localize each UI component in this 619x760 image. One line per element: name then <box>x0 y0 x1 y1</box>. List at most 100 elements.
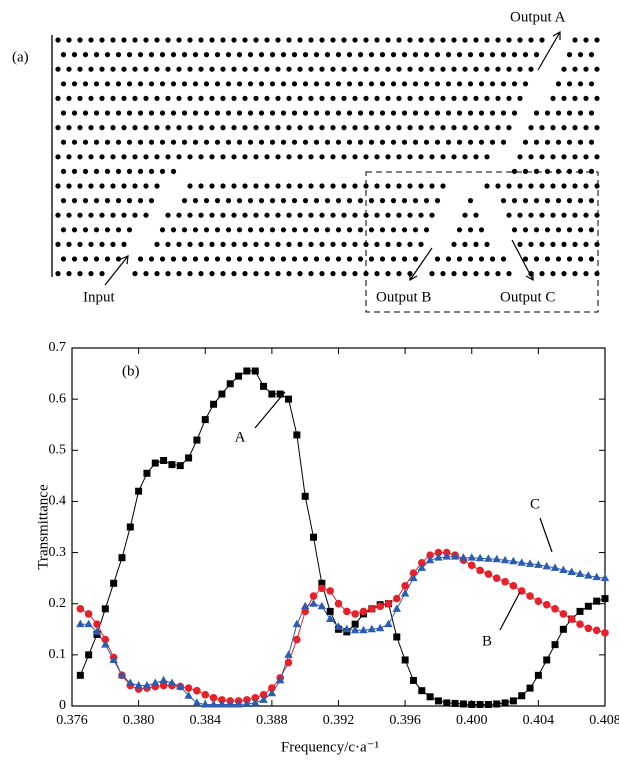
hole <box>60 52 67 58</box>
hole <box>143 66 149 72</box>
marker <box>93 620 101 628</box>
hole <box>577 198 584 204</box>
hole <box>330 95 336 101</box>
arrow-head <box>525 272 534 282</box>
hole <box>572 183 578 189</box>
hole <box>258 256 265 262</box>
hole <box>297 271 303 277</box>
hole <box>187 154 193 160</box>
hole <box>544 139 551 145</box>
marker <box>442 552 451 560</box>
hole <box>577 110 584 116</box>
hole <box>583 37 589 43</box>
marker <box>151 678 160 686</box>
hole <box>544 198 551 204</box>
hole <box>104 52 111 58</box>
hole <box>418 37 424 43</box>
hole <box>401 198 408 204</box>
hole <box>242 125 248 131</box>
hole <box>165 154 171 160</box>
hole <box>440 183 446 189</box>
hole <box>385 241 391 247</box>
hole <box>478 139 485 145</box>
hole <box>385 95 391 101</box>
hole <box>577 227 584 233</box>
hole <box>412 198 419 204</box>
marker <box>276 390 284 398</box>
marker <box>501 577 509 586</box>
hole <box>209 125 215 131</box>
hole <box>594 212 600 218</box>
hole <box>566 139 573 145</box>
hole <box>572 241 578 247</box>
hole <box>396 125 402 131</box>
hole <box>88 154 94 160</box>
hole <box>286 212 292 218</box>
hole <box>346 198 353 204</box>
hole <box>522 52 529 58</box>
hole <box>137 168 144 174</box>
hole <box>352 154 358 160</box>
marker <box>551 605 559 613</box>
hole <box>550 241 556 247</box>
hole <box>220 241 226 247</box>
hole <box>440 271 446 277</box>
hole <box>302 110 309 116</box>
hole <box>71 227 78 233</box>
marker <box>201 690 210 699</box>
hole <box>110 95 116 101</box>
hole <box>500 110 507 116</box>
hole <box>313 81 320 87</box>
hole <box>154 241 160 247</box>
hole <box>148 198 155 204</box>
hole <box>121 95 127 101</box>
hole <box>511 81 518 87</box>
hole <box>528 154 534 160</box>
hole <box>187 95 193 101</box>
hole <box>121 125 127 131</box>
hole <box>176 95 182 101</box>
marker <box>92 627 102 635</box>
panel-label: (a) <box>12 49 29 65</box>
hole <box>99 66 105 72</box>
hole <box>275 212 281 218</box>
hole <box>418 66 424 72</box>
hole <box>489 256 496 262</box>
hole <box>330 271 336 277</box>
hole <box>236 81 243 87</box>
marker <box>76 619 85 628</box>
hole <box>104 198 111 204</box>
marker <box>284 650 293 658</box>
hole <box>236 198 243 204</box>
hole <box>77 212 83 218</box>
hole <box>170 139 177 145</box>
marker <box>592 572 601 581</box>
hole <box>258 139 265 145</box>
hole <box>55 271 61 277</box>
hole <box>143 271 149 277</box>
hole <box>379 110 386 116</box>
hole <box>346 52 353 58</box>
hole <box>451 66 457 72</box>
marker <box>318 579 326 587</box>
hole <box>159 81 166 87</box>
marker <box>184 691 193 699</box>
hole <box>220 154 226 160</box>
hole <box>566 256 573 262</box>
hole <box>467 139 474 145</box>
marker <box>226 699 235 708</box>
hole <box>489 81 496 87</box>
marker <box>584 624 593 633</box>
hole <box>71 52 78 58</box>
marker <box>559 625 567 633</box>
hole <box>66 183 72 189</box>
marker <box>251 367 259 375</box>
hole <box>423 52 430 58</box>
marker <box>493 700 501 708</box>
hole <box>407 212 413 218</box>
marker <box>359 607 368 616</box>
hole <box>231 154 237 160</box>
hole <box>264 37 270 43</box>
hole <box>456 227 463 233</box>
hole <box>154 271 160 277</box>
